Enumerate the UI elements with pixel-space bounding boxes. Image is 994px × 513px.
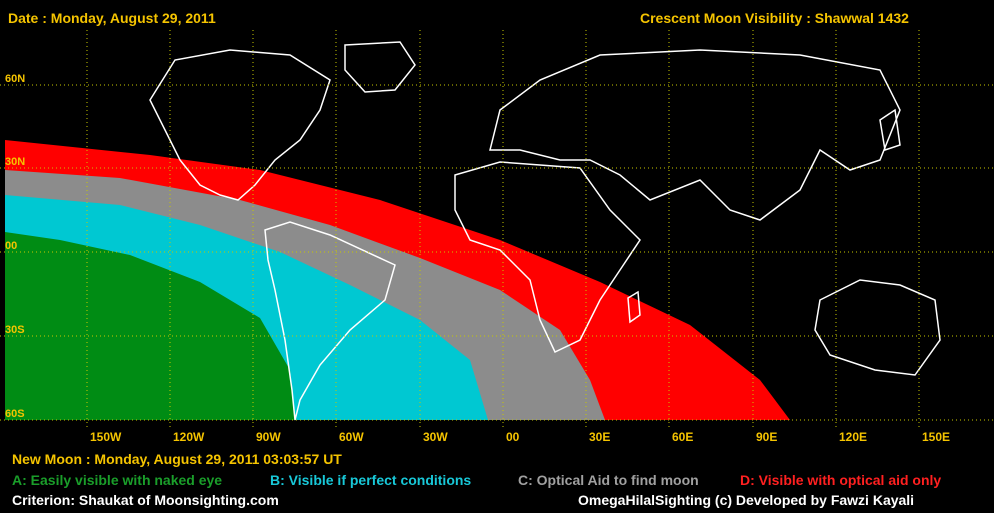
- visibility-map: 60N 30N 00 30S 60S 150W 120W 90W 60W 30W 00 30E 60E…: [0, 30, 994, 444]
- lon-label: 30W: [423, 430, 448, 444]
- lat-label: 00: [5, 240, 17, 252]
- legend-d: D: Visible with optical aid only: [740, 472, 942, 488]
- lat-label: 30S: [5, 324, 25, 336]
- africa-coast: [454, 161, 641, 354]
- lon-label: 90E: [756, 430, 777, 444]
- longitude-labels: 150W 120W 90W 60W 30W 00 30E 60E 90E 120E 150E: [90, 430, 950, 444]
- greenland-coast: [344, 41, 416, 93]
- lon-label: 30E: [589, 430, 610, 444]
- south-america-coast: [264, 221, 396, 421]
- lon-label: 00: [506, 430, 520, 444]
- lon-label: 60W: [339, 430, 364, 444]
- australia-coast: [814, 279, 941, 376]
- north-america-coast: [149, 49, 331, 201]
- credit-label: OmegaHilalSighting (c) Developed by Fawz…: [578, 492, 915, 508]
- lon-label: 150E: [922, 430, 950, 444]
- japan-coast: [879, 108, 901, 151]
- lon-label: 120W: [173, 430, 205, 444]
- lon-label: 90W: [256, 430, 281, 444]
- graticule: [0, 30, 994, 430]
- lon-label: 150W: [90, 430, 122, 444]
- lon-label: 60E: [672, 430, 693, 444]
- madagascar-coast: [627, 290, 641, 324]
- map-title: Crescent Moon Visibility : Shawwal 1432: [640, 10, 909, 26]
- lon-label: 120E: [839, 430, 867, 444]
- legend-a: A: Easily visible with naked eye: [12, 472, 223, 488]
- criterion-label: Criterion: Shaukat of Moonsighting.com: [12, 492, 279, 508]
- lat-label: 60N: [5, 73, 25, 85]
- lat-label: 60S: [5, 408, 25, 420]
- date-label: Date : Monday, August 29, 2011: [8, 10, 216, 26]
- legend-c: C: Optical Aid to find moon: [518, 472, 699, 488]
- lat-label: 30N: [5, 156, 25, 168]
- latitude-labels: 60N 30N 00 30S 60S: [5, 73, 25, 420]
- eurasia-coast: [489, 49, 901, 221]
- new-moon-time: New Moon : Monday, August 29, 2011 03:03…: [12, 451, 342, 467]
- coastlines: [149, 41, 941, 421]
- zone-a-green: [5, 232, 295, 420]
- legend-b: B: Visible if perfect conditions: [270, 472, 472, 488]
